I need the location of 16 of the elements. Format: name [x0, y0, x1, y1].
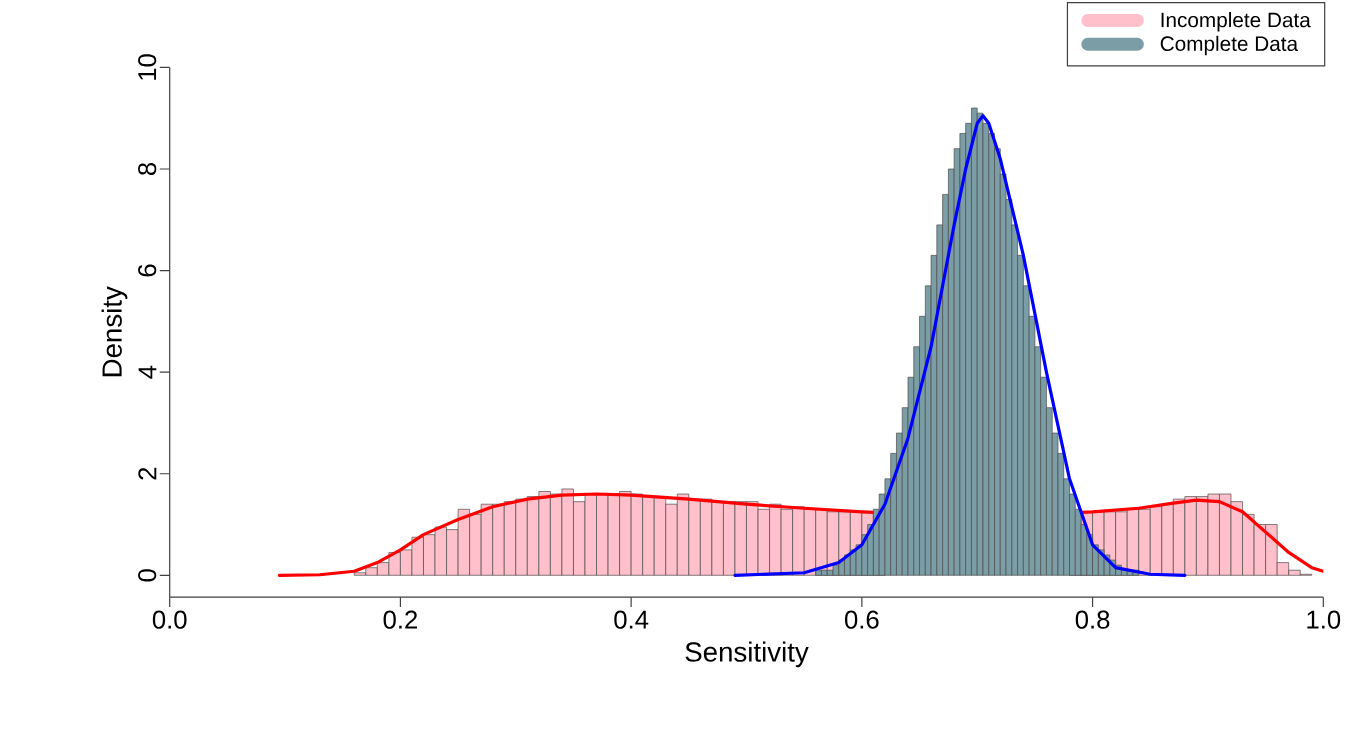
- x-tick-label: 0.4: [614, 610, 649, 629]
- legend-label: Incomplete Data: [1161, 12, 1311, 32]
- x-axis-title: Sensitivity: [685, 641, 809, 668]
- y-tick-label: 4: [138, 365, 157, 379]
- x-tick-label: 0.6: [845, 610, 879, 629]
- y-tick-label: 8: [138, 162, 157, 176]
- y-tick-label: 2: [138, 467, 157, 480]
- y-tick-label: 10: [138, 54, 157, 80]
- y-tick-label: 6: [138, 264, 157, 277]
- x-tick-label: 0.2: [383, 610, 417, 629]
- x-tick-label: 1.0: [1307, 610, 1341, 629]
- legend-label: Complete Data: [1160, 35, 1299, 56]
- x-tick-label: 0.0: [152, 610, 187, 629]
- y-tick-label: 0: [138, 569, 157, 582]
- y-axis-title: Density: [101, 286, 128, 377]
- x-tick-label: 0.8: [1075, 610, 1110, 629]
